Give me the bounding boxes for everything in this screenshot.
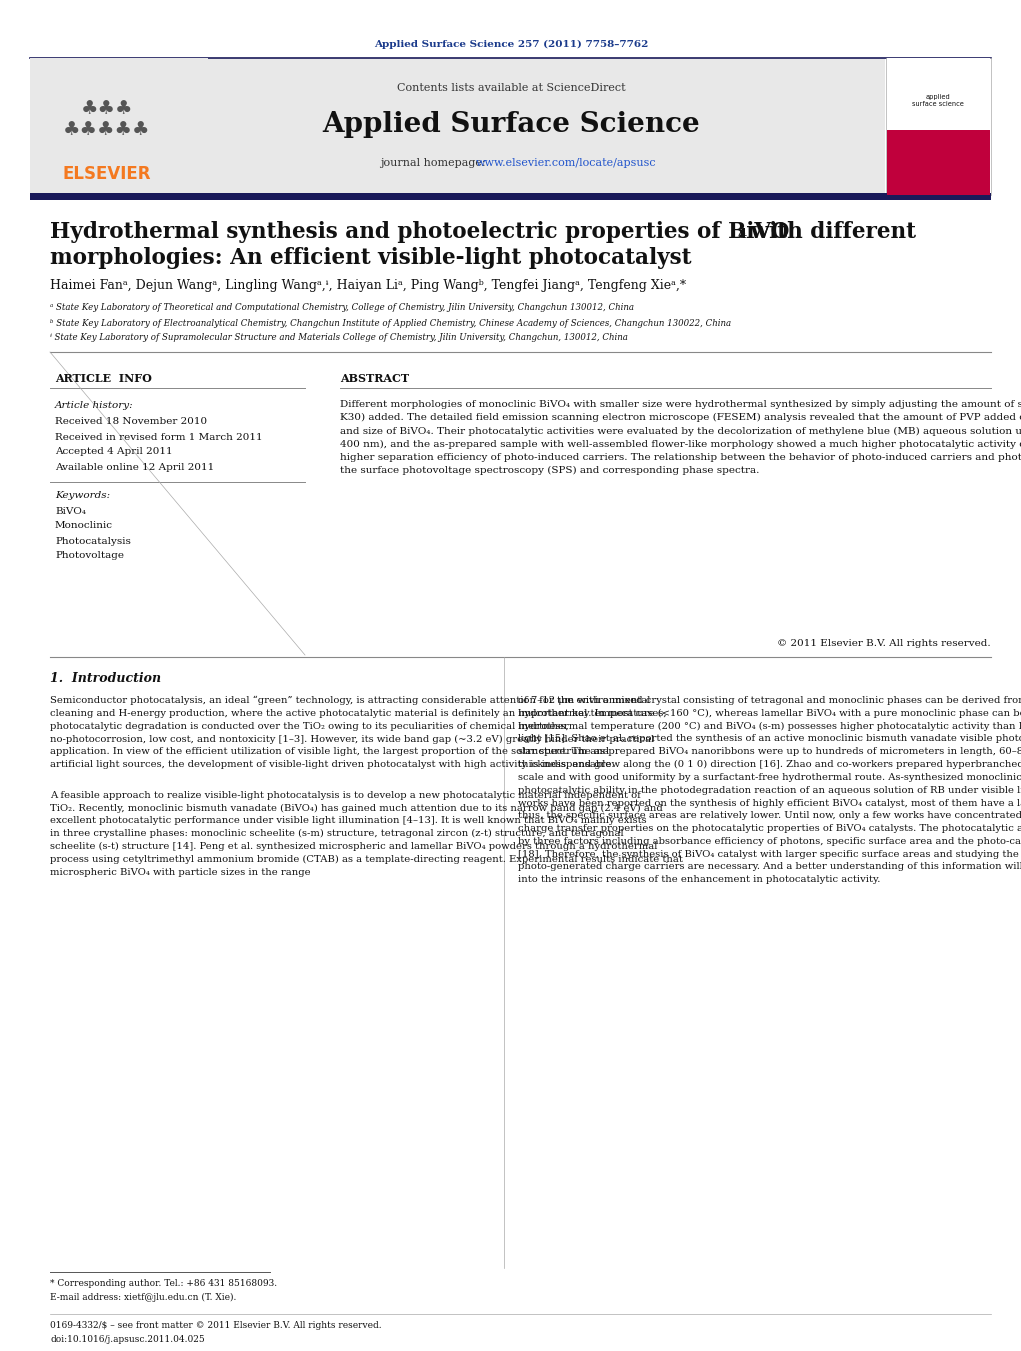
Text: Contents lists available at ScienceDirect: Contents lists available at ScienceDirec… [397,82,625,93]
Text: Different morphologies of monoclinic BiVO₄ with smaller size were hydrothermal s: Different morphologies of monoclinic BiV… [340,400,1021,409]
Text: light [15]. Shao et al. reported the synthesis of an active monoclinic bismuth v: light [15]. Shao et al. reported the syn… [518,735,1021,743]
Text: Photocatalysis: Photocatalysis [55,536,131,546]
Text: excellent photocatalytic performance under visible light illumination [4–13]. It: excellent photocatalytic performance und… [50,816,646,825]
Text: photocatalytic degradation is conducted over the TiO₂ owing to its peculiarities: photocatalytic degradation is conducted … [50,721,569,731]
Text: cleaning and H-energy production, where the active photocatalytic material is de: cleaning and H-energy production, where … [50,709,667,717]
Text: Haimei Fanᵃ, Dejun Wangᵃ, Lingling Wangᵃ,ᶤ, Haiyan Liᵃ, Ping Wangᵇ, Tengfei Jian: Haimei Fanᵃ, Dejun Wangᵃ, Lingling Wangᵃ… [50,280,686,293]
Text: ᵃ State Key Laboratory of Theoretical and Computational Chemistry, College of Ch: ᵃ State Key Laboratory of Theoretical an… [50,304,634,312]
Text: photo-generated charge carriers are necessary. And a better understanding of thi: photo-generated charge carriers are nece… [518,862,1021,871]
Text: journal homepage:: journal homepage: [380,158,489,168]
Text: Hydrothermal synthesis and photoelectric properties of BiVO: Hydrothermal synthesis and photoelectric… [50,222,789,243]
Text: microspheric BiVO₄ with particle sizes in the range: microspheric BiVO₄ with particle sizes i… [50,867,310,877]
Text: www.elsevier.com/locate/apsusc: www.elsevier.com/locate/apsusc [476,158,657,168]
Text: ELSEVIER: ELSEVIER [62,165,151,182]
Text: 0169-4332/$ – see front matter © 2011 Elsevier B.V. All rights reserved.: 0169-4332/$ – see front matter © 2011 El… [50,1321,382,1331]
Text: Received in revised form 1 March 2011: Received in revised form 1 March 2011 [55,432,262,442]
Text: E-mail address: xietf@jlu.edu.cn (T. Xie).: E-mail address: xietf@jlu.edu.cn (T. Xie… [50,1293,237,1301]
Text: 1.  Introduction: 1. Introduction [50,671,161,685]
Bar [30,58,885,195]
Text: ABSTRACT: ABSTRACT [340,373,409,384]
Text: photocatalytic ability in the photodegradation reaction of an aqueous solution o: photocatalytic ability in the photodegra… [518,785,1021,794]
Text: hydrothermal temperature (<160 °C), whereas lamellar BiVO₄ with a pure monoclini: hydrothermal temperature (<160 °C), wher… [518,709,1021,717]
Text: hydrothermal temperature (200 °C) and BiVO₄ (s-m) possesses higher photocatalyti: hydrothermal temperature (200 °C) and Bi… [518,721,1021,731]
Text: Keywords:: Keywords: [55,492,110,500]
Text: ♣♣♣
♣♣♣♣♣: ♣♣♣ ♣♣♣♣♣ [63,100,151,139]
Text: scale and with good uniformity by a surfactant-free hydrothermal route. As-synth: scale and with good uniformity by a surf… [518,773,1021,782]
Text: Monoclinic: Monoclinic [55,521,113,531]
Text: of 7–12 μm with a mixed crystal consisting of tetragonal and monoclinic phases c: of 7–12 μm with a mixed crystal consisti… [518,696,1021,705]
Text: ᵇ State Key Laboratory of Electroanalytical Chemistry, Changchun Institute of Ap: ᵇ State Key Laboratory of Electroanalyti… [50,319,731,327]
Text: process using cetyltrimethyl ammonium bromide (CTAB) as a template-directing rea: process using cetyltrimethyl ammonium br… [50,855,683,863]
Text: 400 nm), and the as-prepared sample with well-assembled flower-like morphology s: 400 nm), and the as-prepared sample with… [340,439,1021,449]
Wedge shape [901,92,976,130]
Text: and size of BiVO₄. Their photocatalytic activities were evaluated by the decolor: and size of BiVO₄. Their photocatalytic … [340,427,1021,435]
Text: ᶤ State Key Laboratory of Supramolecular Structure and Materials College of Chem: ᶤ State Key Laboratory of Supramolecular… [50,334,628,343]
Text: Received 18 November 2010: Received 18 November 2010 [55,417,207,427]
Text: charge transfer properties on the photocatalytic properties of BiVO₄ catalysts. : charge transfer properties on the photoc… [518,824,1021,834]
Bar [887,58,990,130]
Text: scheelite (s-t) structure [14]. Peng et al. synthesized microspheric and lamella: scheelite (s-t) structure [14]. Peng et … [50,842,658,851]
Bar [886,58,991,195]
Text: 4: 4 [737,228,746,240]
Text: applied
surface science: applied surface science [912,93,964,107]
Text: Photovoltage: Photovoltage [55,551,124,561]
Bar [887,130,990,195]
Text: Accepted 4 April 2011: Accepted 4 April 2011 [55,447,173,457]
Text: Applied Surface Science: Applied Surface Science [322,112,699,139]
Text: K30) added. The detailed field emission scanning electron microscope (FESEM) ana: K30) added. The detailed field emission … [340,413,1021,423]
Text: higher separation efficiency of photo-induced carriers. The relationship between: higher separation efficiency of photo-in… [340,453,1021,462]
Text: structure. The as-prepared BiVO₄ nanoribbons were up to hundreds of micrometers : structure. The as-prepared BiVO₄ nanorib… [518,747,1021,757]
Text: application. In view of the efficient utilization of visible light, the largest : application. In view of the efficient ut… [50,747,610,757]
Text: Applied Surface Science 257 (2011) 7758–7762: Applied Surface Science 257 (2011) 7758–… [374,39,648,49]
Text: ARTICLE  INFO: ARTICLE INFO [55,373,152,384]
Text: into the intrinsic reasons of the enhancement in photocatalytic activity.: into the intrinsic reasons of the enhanc… [518,875,880,884]
Text: Semiconductor photocatalysis, an ideal “green” technology, is attracting conside: Semiconductor photocatalysis, an ideal “… [50,696,650,705]
Text: Article history:: Article history: [55,401,134,411]
Text: thickness, and grew along the (0 1 0) direction [16]. Zhao and co-workers prepar: thickness, and grew along the (0 1 0) di… [518,761,1021,769]
Text: with different: with different [743,222,916,243]
Text: thus, the specific surface areas are relatively lower. Until now, only a few wor: thus, the specific surface areas are rel… [518,811,1021,820]
Text: * Corresponding author. Tel.: +86 431 85168093.: * Corresponding author. Tel.: +86 431 85… [50,1279,277,1289]
Text: by three factors including absorbance efficiency of photons, specific surface ar: by three factors including absorbance ef… [518,836,1021,846]
Text: Available online 12 April 2011: Available online 12 April 2011 [55,462,214,471]
Text: A feasible approach to realize visible-light photocatalysis is to develop a new : A feasible approach to realize visible-l… [50,790,641,800]
Text: [18]. Therefore, the synthesis of BiVO₄ catalyst with larger specific surface ar: [18]. Therefore, the synthesis of BiVO₄ … [518,850,1021,859]
Text: © 2011 Elsevier B.V. All rights reserved.: © 2011 Elsevier B.V. All rights reserved… [777,639,991,648]
Text: TiO₂. Recently, monoclinic bismuth vanadate (BiVO₄) has gained much attention du: TiO₂. Recently, monoclinic bismuth vanad… [50,804,663,813]
Text: works have been reported on the synthesis of highly efficient BiVO₄ catalyst, mo: works have been reported on the synthesi… [518,798,1021,808]
Text: doi:10.1016/j.apsusc.2011.04.025: doi:10.1016/j.apsusc.2011.04.025 [50,1336,205,1344]
Bar [30,193,991,200]
Text: in three crystalline phases: monoclinic scheelite (s-m) structure, tetragonal zi: in three crystalline phases: monoclinic … [50,830,624,839]
Text: the surface photovoltage spectroscopy (SPS) and corresponding phase spectra.: the surface photovoltage spectroscopy (S… [340,466,760,476]
Text: artificial light sources, the development of visible-light driven photocatalyst : artificial light sources, the developmen… [50,761,615,769]
Bar [30,58,208,195]
Text: no-photocorrosion, low cost, and nontoxicity [1–3]. However, its wide band gap (: no-photocorrosion, low cost, and nontoxi… [50,735,654,743]
Text: morphologies: An efficient visible-light photocatalyst: morphologies: An efficient visible-light… [50,247,691,269]
Text: BiVO₄: BiVO₄ [55,507,86,516]
